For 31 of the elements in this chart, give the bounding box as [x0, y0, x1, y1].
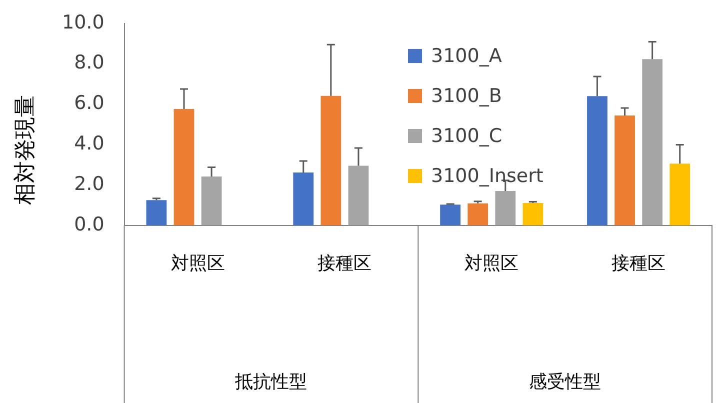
bar	[440, 204, 460, 226]
x-tick-label: 対照区	[170, 252, 225, 274]
bar	[468, 203, 488, 226]
y-tick-label: 10.0	[62, 11, 104, 34]
y-tick-label: 6.0	[74, 92, 104, 114]
bar	[146, 200, 167, 226]
text: 感受性型	[529, 372, 602, 393]
bar	[348, 166, 369, 226]
text: 抵抗性型	[234, 372, 308, 393]
y-tick-label: 4.0	[74, 132, 104, 155]
bar	[320, 96, 342, 226]
x-tick-label: 接種区	[612, 252, 666, 274]
bar	[522, 202, 544, 226]
bar	[642, 59, 663, 226]
x-tick-label: 接種区	[318, 252, 372, 274]
legend-label: 3100_Insert	[431, 165, 544, 187]
legend-label: 3100_B	[431, 85, 502, 107]
bar	[614, 116, 635, 226]
y-tick-label: 2.0	[74, 172, 104, 195]
bar	[174, 109, 194, 226]
bar	[201, 176, 222, 226]
y-tick-label: 0.0	[74, 213, 104, 236]
x-tick-label: 対照区	[464, 252, 519, 274]
bar	[587, 96, 608, 226]
y-tick-label: 8.0	[74, 52, 104, 74]
bar	[670, 164, 690, 226]
bar	[293, 172, 314, 226]
bar	[495, 191, 516, 226]
y-axis-title: 相対発現量	[12, 95, 39, 205]
legend-label: 3100_A	[431, 45, 502, 67]
legend-label: 3100_C	[431, 125, 502, 147]
